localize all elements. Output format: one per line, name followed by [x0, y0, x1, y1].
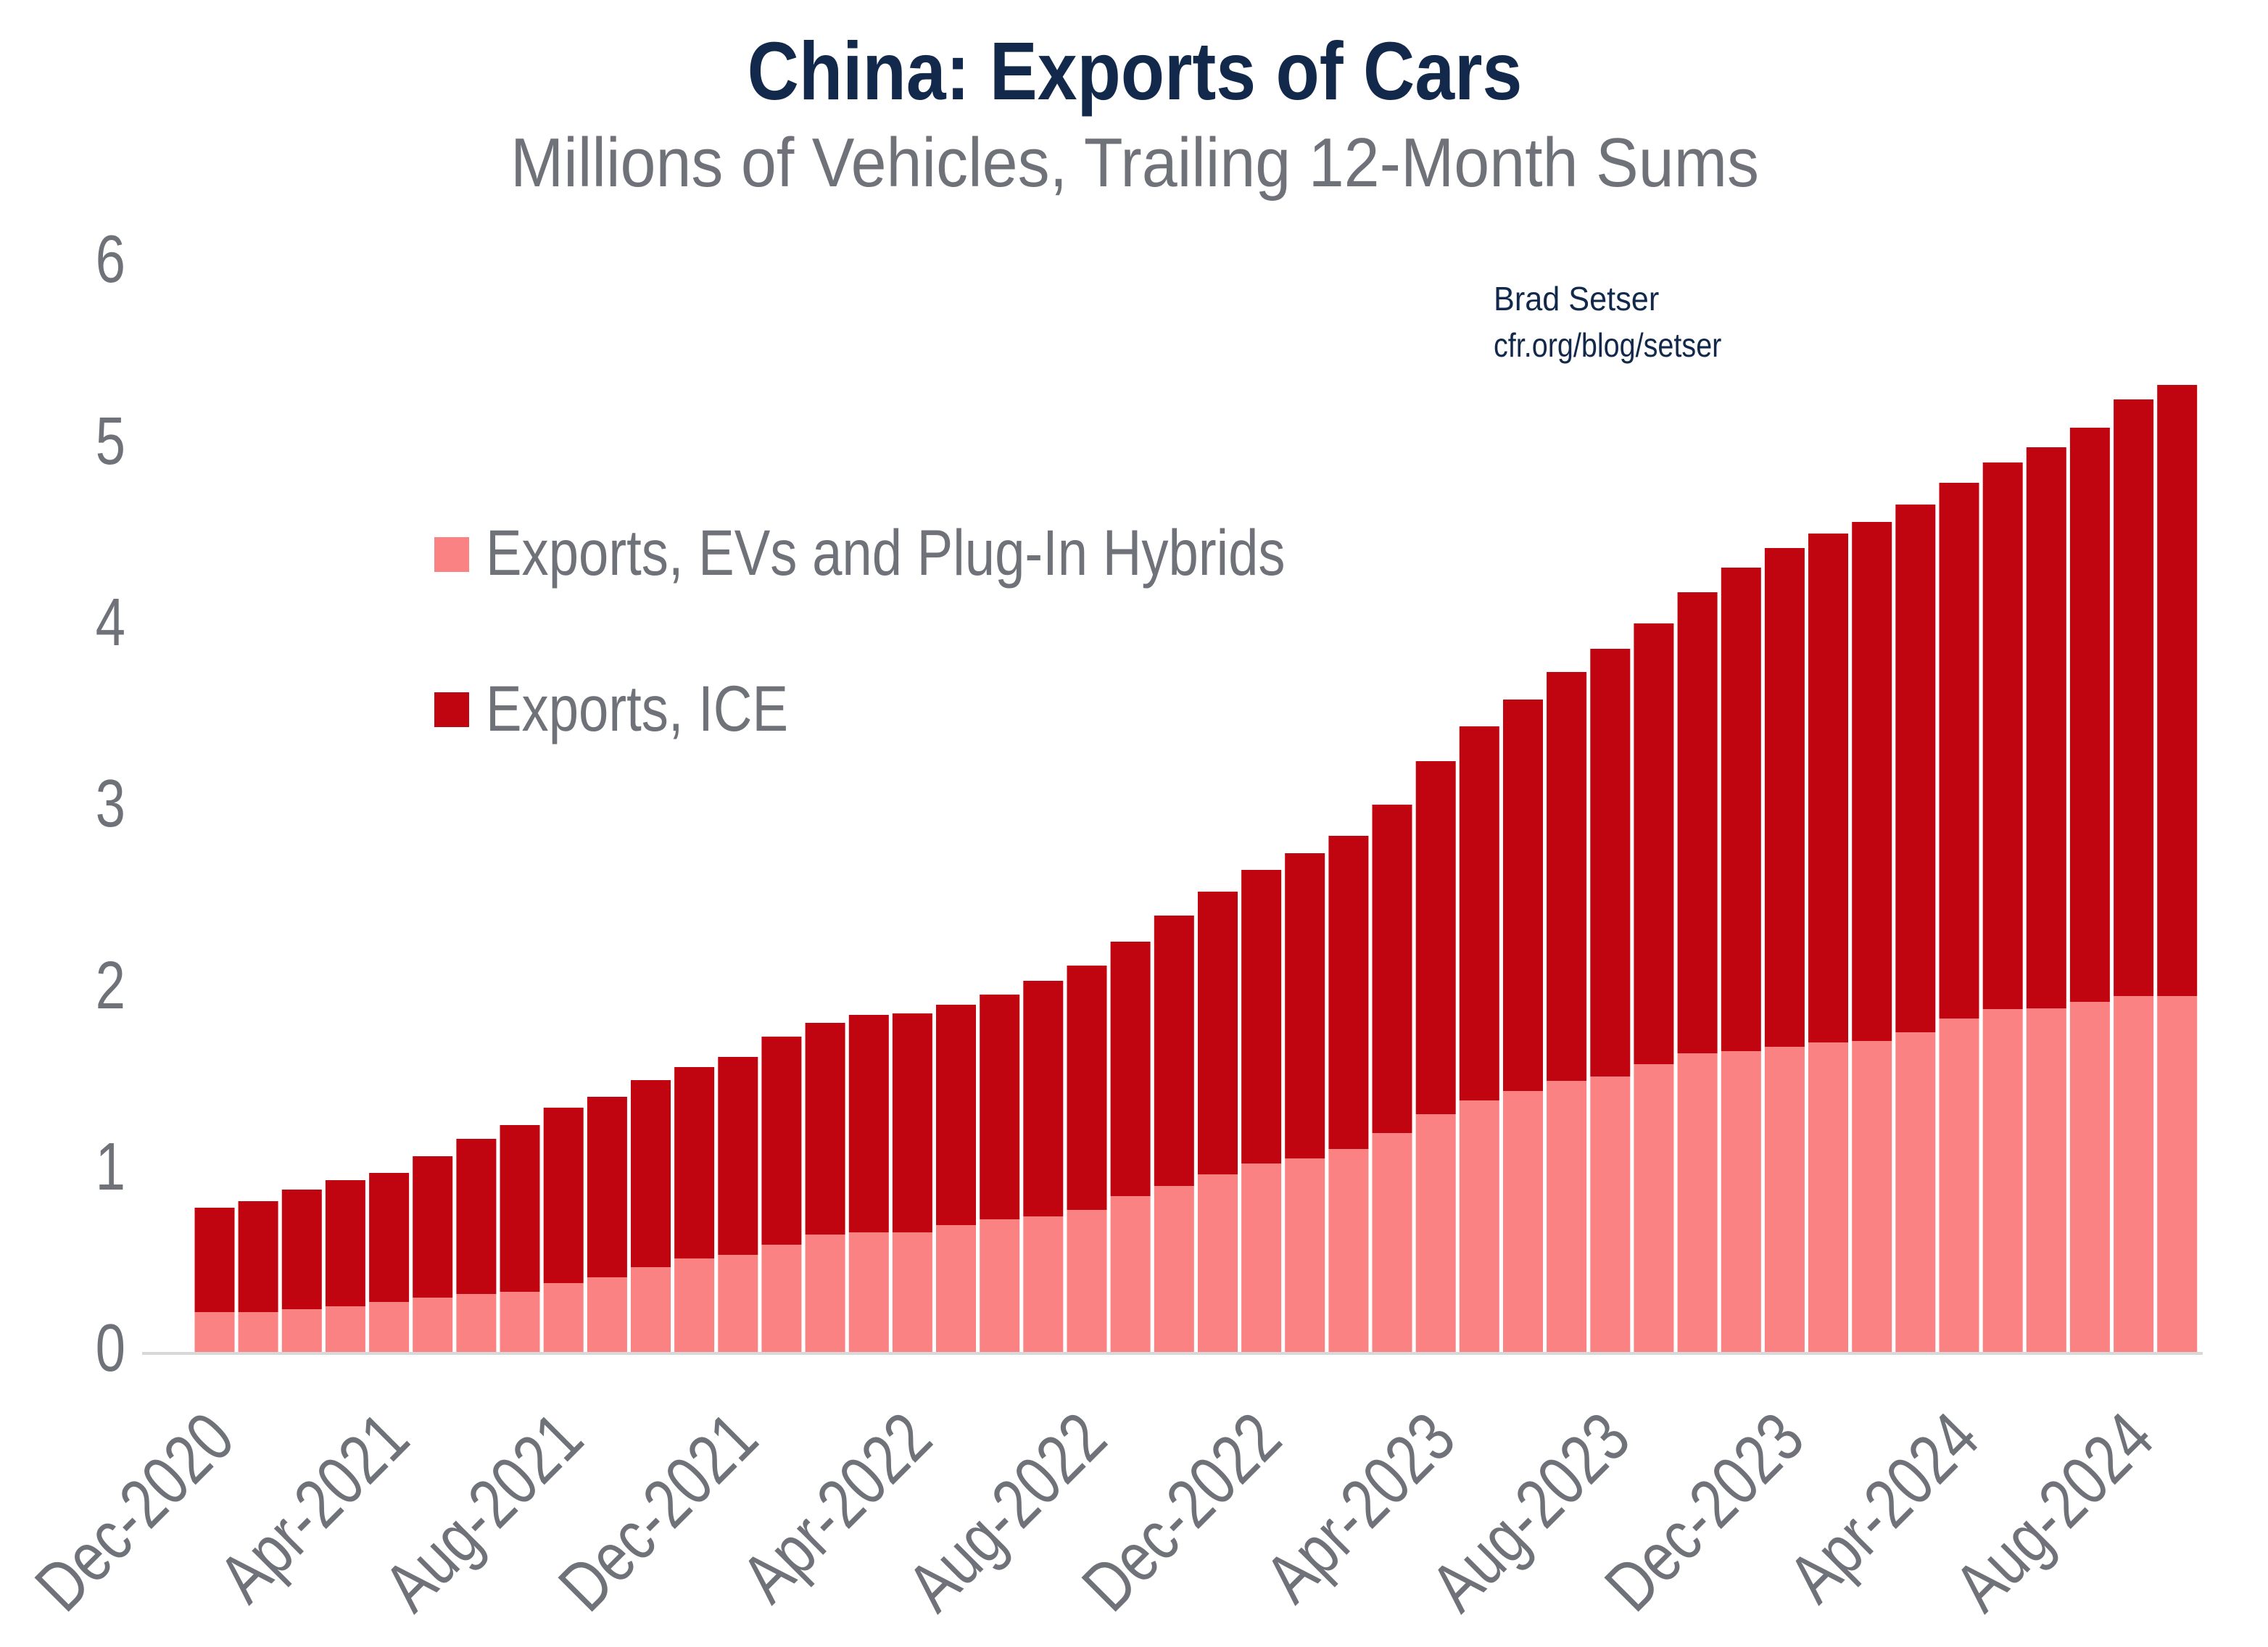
svg-text:4: 4	[96, 584, 125, 660]
svg-text:China: Exports of Cars: China: Exports of Cars	[748, 26, 1523, 117]
svg-text:2: 2	[96, 947, 125, 1023]
svg-text:cfr.org/blog/setser: cfr.org/blog/setser	[1494, 327, 1721, 364]
svg-text:Exports, EVs and Plug-In Hybri: Exports, EVs and Plug-In Hybrids	[486, 518, 1286, 589]
svg-text:5: 5	[96, 403, 125, 478]
svg-text:Millions of Vehicles, Trailing: Millions of Vehicles, Trailing 12-Month …	[510, 123, 1759, 201]
svg-text:0: 0	[96, 1310, 125, 1385]
svg-text:1: 1	[96, 1129, 125, 1204]
svg-text:Brad Setser: Brad Setser	[1494, 281, 1659, 318]
svg-text:3: 3	[96, 766, 125, 841]
svg-text:6: 6	[96, 221, 125, 296]
svg-text:Exports, ICE: Exports, ICE	[486, 673, 788, 745]
